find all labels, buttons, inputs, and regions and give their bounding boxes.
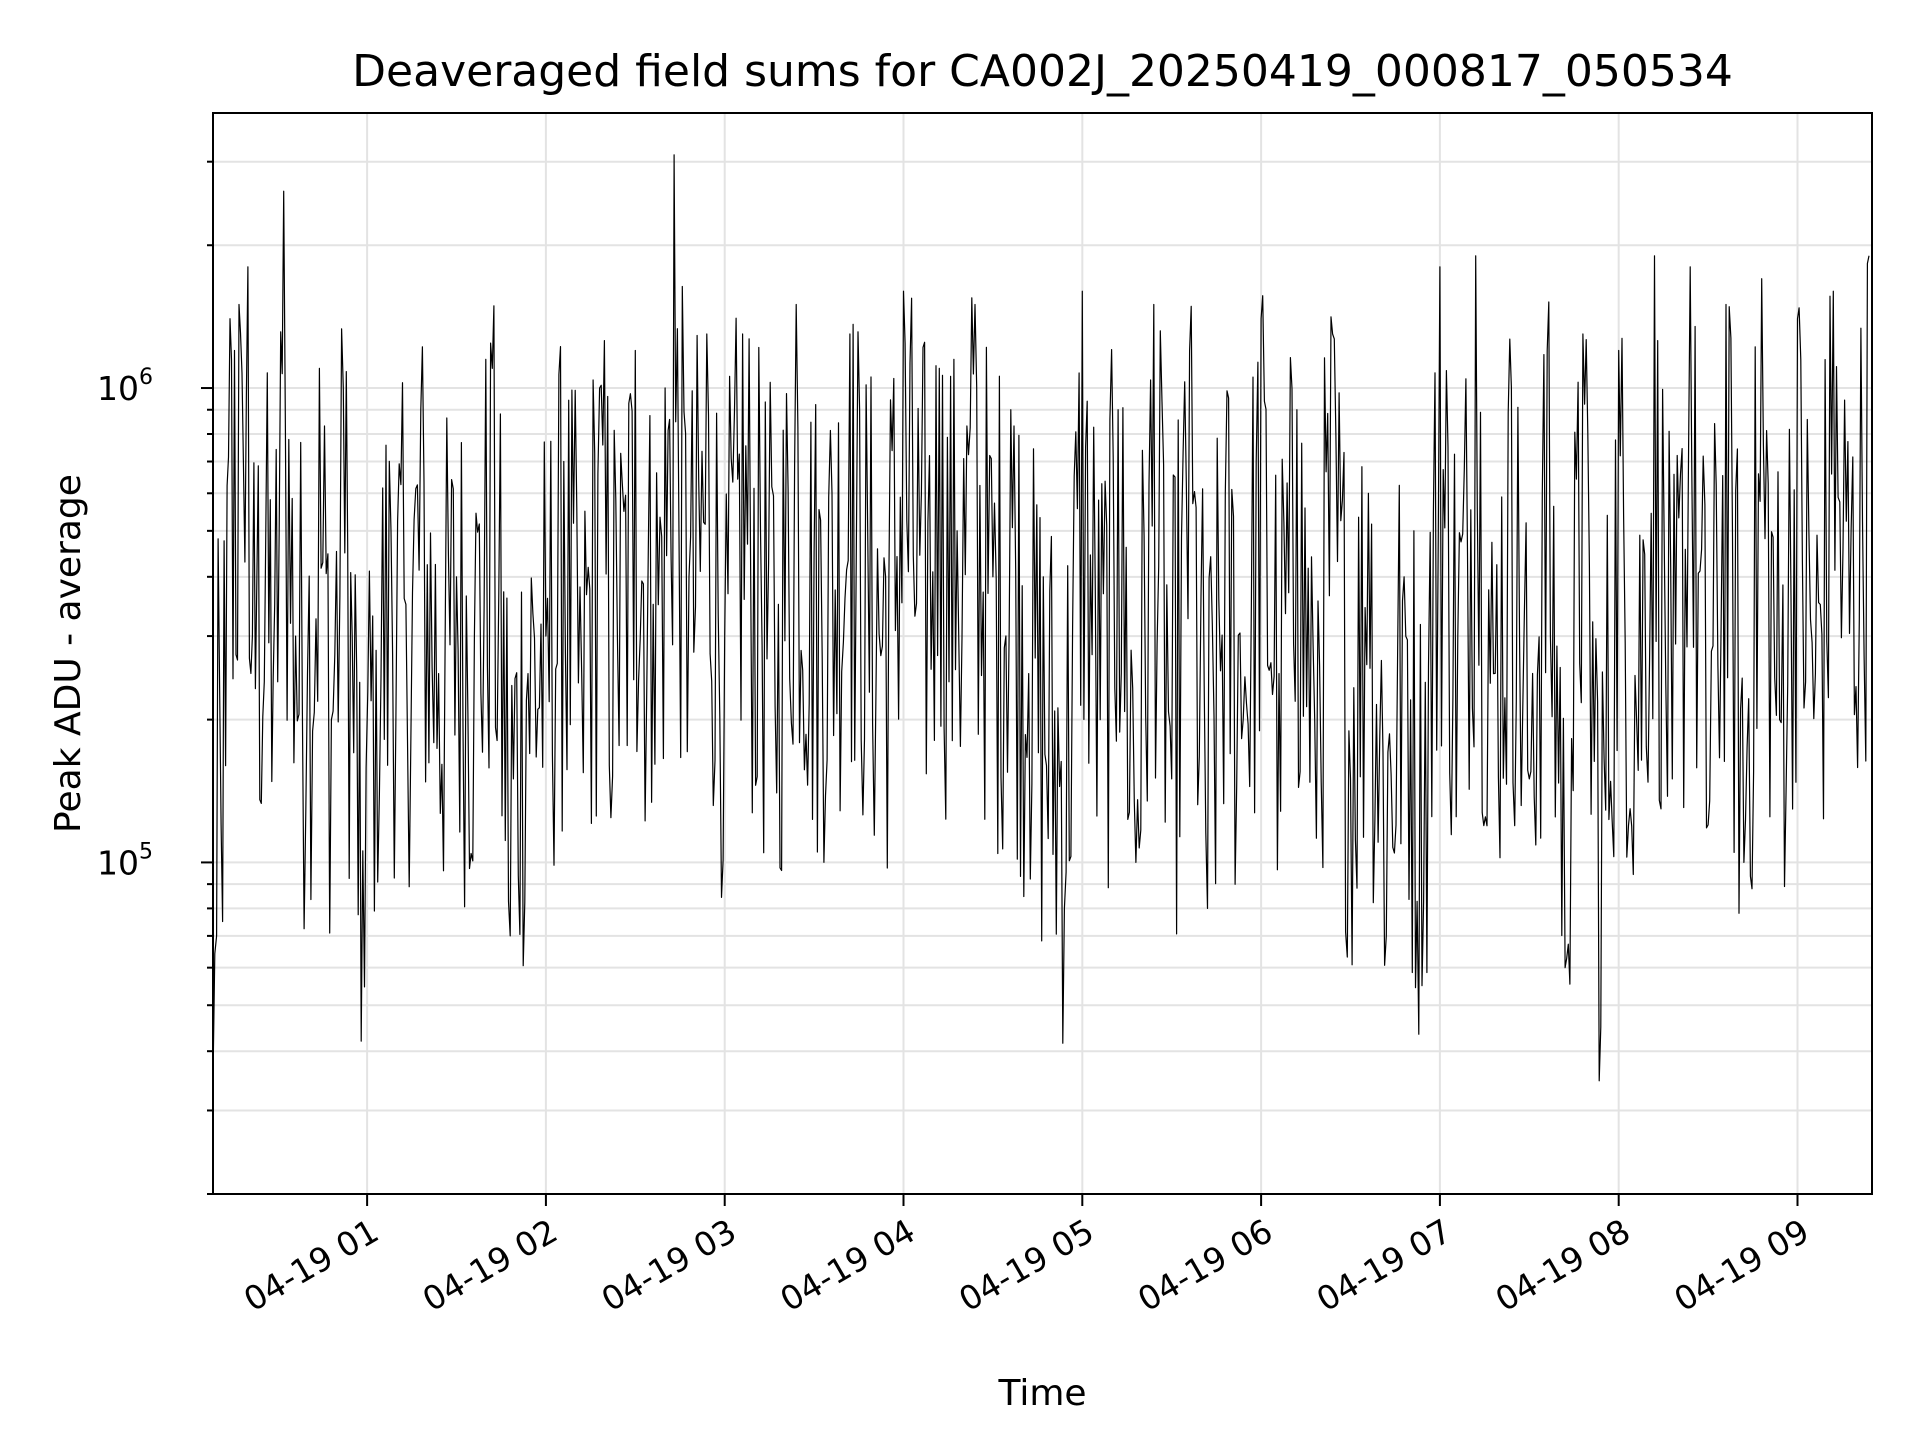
y-tick-exponent: 6 — [139, 365, 153, 390]
y-tick-label: 106 — [97, 365, 153, 408]
y-tick-base: 10 — [97, 843, 139, 882]
plot-frame — [212, 112, 1873, 1195]
chart-title: Deaveraged field sums for CA002J_2025041… — [352, 46, 1733, 97]
x-axis-label: Time — [997, 1373, 1086, 1414]
y-tick-base: 10 — [97, 369, 139, 408]
series-line — [212, 154, 1870, 1082]
y-axis-label: Peak ADU - average — [48, 474, 89, 833]
y-tick-exponent: 5 — [139, 839, 153, 864]
y-tick-label: 105 — [97, 839, 153, 882]
